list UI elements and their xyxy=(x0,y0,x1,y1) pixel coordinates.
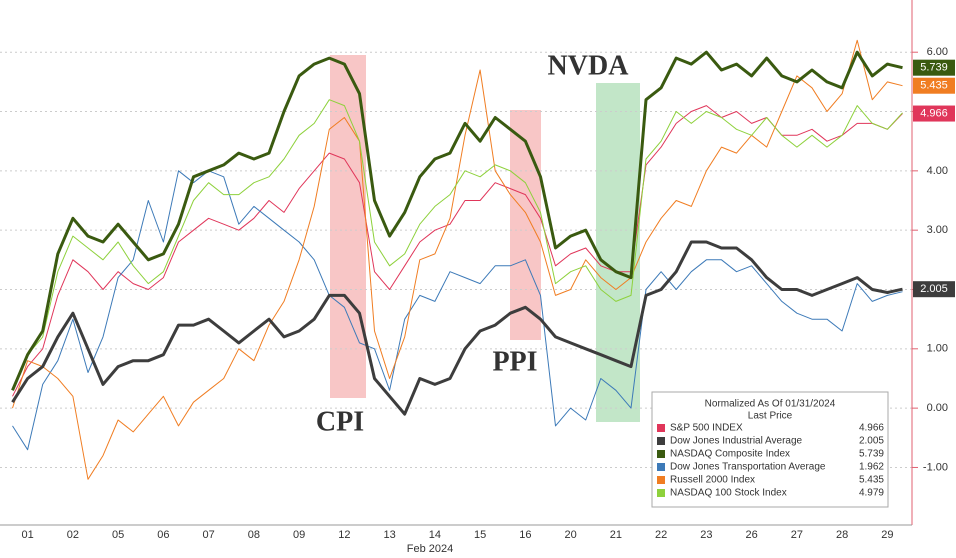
x-tick-label: 27 xyxy=(791,529,803,541)
ppi-shade xyxy=(510,110,541,340)
x-axis-label: Feb 2024 xyxy=(407,543,453,555)
x-tick-label: 07 xyxy=(203,529,215,541)
legend-label: Dow Jones Transportation Average xyxy=(670,462,826,473)
price-tag xyxy=(913,281,955,298)
series-line xyxy=(11,50,903,391)
price-tag xyxy=(913,77,955,94)
y-tick-label: -1.00 xyxy=(923,461,948,473)
legend-box xyxy=(651,391,889,508)
legend-value: 4.966 xyxy=(859,423,884,434)
legend-value: 1.962 xyxy=(859,462,884,473)
legend-swatch xyxy=(657,424,665,432)
legend-value: 2.005 xyxy=(859,436,884,447)
annotation: NVDA xyxy=(548,50,630,81)
legend-swatch xyxy=(657,450,665,458)
x-tick-label: 22 xyxy=(655,529,667,541)
legend-label: NASDAQ Composite Index xyxy=(670,449,790,460)
legend-label: NASDAQ 100 Stock Index xyxy=(670,488,787,499)
x-tick-label: 01 xyxy=(22,529,34,541)
x-tick-label: 09 xyxy=(293,529,305,541)
price-tag-label: 4.966 xyxy=(920,107,948,119)
legend-value: 5.435 xyxy=(859,475,884,486)
price-tag-label: 5.739 xyxy=(920,62,948,74)
price-tag-label: 2.005 xyxy=(920,283,948,295)
x-tick-label: 06 xyxy=(157,529,169,541)
legend-swatch xyxy=(657,476,665,484)
series-line xyxy=(12,99,903,391)
annotation: PPI xyxy=(492,346,537,377)
legend-title: Normalized As Of 01/31/2024 xyxy=(705,399,836,410)
x-tick-label: 26 xyxy=(746,529,758,541)
y-tick-label: 4.00 xyxy=(927,165,948,177)
legend-swatch xyxy=(657,437,665,445)
series-line xyxy=(12,105,903,397)
series-line xyxy=(12,170,903,451)
price-tag-label: 5.435 xyxy=(920,80,948,92)
lines xyxy=(11,39,903,480)
x-tick-label: 15 xyxy=(474,529,486,541)
y-tick-label: 0.00 xyxy=(927,402,948,414)
legend-label: Dow Jones Industrial Average xyxy=(670,436,803,447)
x-tick-label: 13 xyxy=(384,529,396,541)
x-tick-label: 20 xyxy=(565,529,577,541)
x-tick-label: 16 xyxy=(519,529,531,541)
series-line xyxy=(11,240,903,416)
y-tick-label: 1.00 xyxy=(927,343,948,355)
x-tick-label: 08 xyxy=(248,529,260,541)
series-line xyxy=(12,39,903,480)
price-tag xyxy=(913,59,955,76)
legend-swatch xyxy=(657,463,665,471)
y-tick-label: 6.00 xyxy=(927,46,948,58)
legend-label: Russell 2000 Index xyxy=(670,475,755,486)
x-tick-label: 28 xyxy=(836,529,848,541)
cpi-shade xyxy=(330,55,366,398)
annotation: CPI xyxy=(316,406,364,437)
x-tick-label: 05 xyxy=(112,529,124,541)
x-tick-label: 29 xyxy=(881,529,893,541)
legend-label: S&P 500 INDEX xyxy=(670,423,743,434)
y-tick-label: 3.00 xyxy=(927,224,948,236)
x-tick-label: 23 xyxy=(700,529,712,541)
price-tag xyxy=(913,105,955,122)
legend: Normalized As Of 01/31/2024 Last Price S… xyxy=(651,391,889,508)
legend-value: 4.979 xyxy=(859,488,884,499)
legend-swatch xyxy=(657,489,665,497)
x-tick-label: 02 xyxy=(67,529,79,541)
x-tick-label: 12 xyxy=(338,529,350,541)
legend-value: 5.739 xyxy=(859,449,884,460)
x-tick-label: 14 xyxy=(429,529,441,541)
legend-subtitle: Last Price xyxy=(748,411,793,422)
x-tick-label: 21 xyxy=(610,529,622,541)
